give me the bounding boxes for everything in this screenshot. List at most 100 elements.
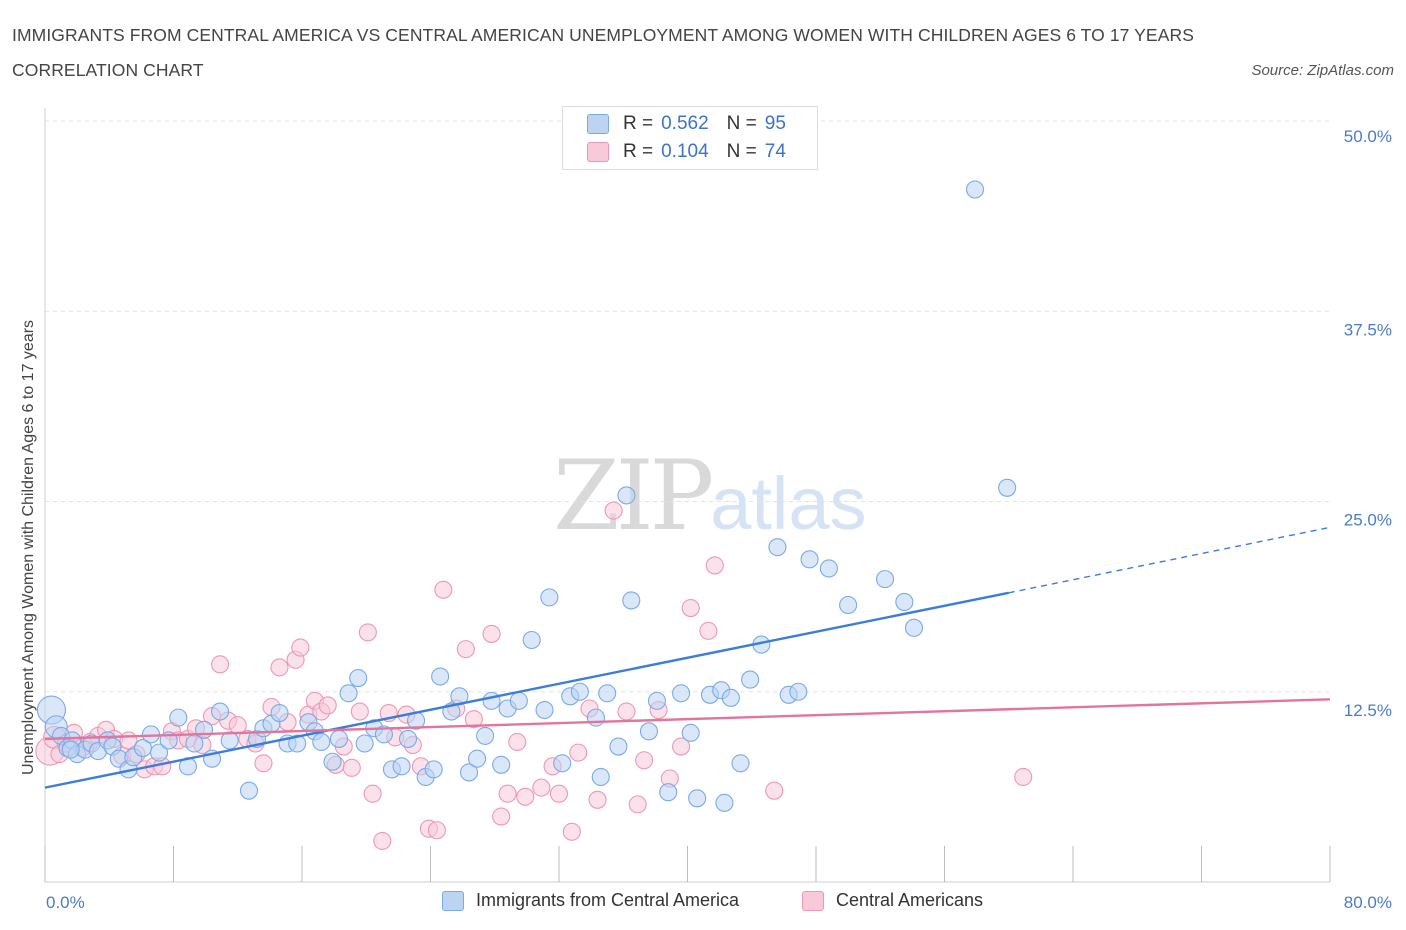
y-tick-label: 25.0% — [1344, 511, 1392, 530]
data-point — [699, 621, 718, 640]
legend-swatch-blue — [587, 114, 609, 134]
data-point — [617, 486, 636, 505]
data-point — [617, 702, 636, 721]
legend-r-value: 0.104 — [661, 141, 709, 162]
data-point — [721, 688, 740, 707]
watermark-atlas: atlas — [710, 462, 867, 545]
data-point — [876, 570, 895, 589]
data-point — [363, 784, 382, 803]
data-point — [628, 795, 647, 814]
series-legend: Immigrants from Central America Central … — [0, 888, 1406, 916]
data-point — [569, 743, 588, 762]
trend-line-immigrants-extension — [1008, 526, 1331, 594]
data-point — [622, 591, 641, 610]
data-point — [270, 704, 289, 723]
data-point — [681, 598, 700, 618]
data-point — [498, 784, 517, 803]
data-point — [895, 592, 914, 612]
data-point — [424, 760, 443, 779]
data-point — [61, 740, 80, 759]
chart-source: Source: ZipAtlas.com — [1251, 62, 1394, 79]
data-point — [482, 624, 501, 643]
x-tick-label: 80.0% — [1344, 893, 1392, 912]
data-point — [570, 682, 589, 701]
data-point — [604, 501, 623, 520]
data-point — [149, 743, 169, 762]
data-point — [532, 778, 551, 797]
legend-n-label: N = — [726, 113, 757, 134]
y-tick-label: 12.5% — [1344, 701, 1392, 720]
y-tick-label: 50.0% — [1344, 127, 1392, 146]
series-central-americans — [35, 501, 1033, 850]
data-point — [358, 623, 377, 642]
data-point — [715, 793, 734, 812]
data-point — [647, 691, 667, 710]
data-point — [323, 752, 342, 771]
legend-n-value: 74 — [764, 141, 786, 162]
data-point — [431, 667, 450, 686]
legend-item-immigrants: Immigrants from Central America — [442, 890, 739, 911]
data-point — [522, 630, 541, 650]
data-point — [598, 684, 617, 703]
data-point — [800, 550, 819, 569]
legend-n-label: N = — [726, 141, 757, 162]
chart-title: IMMIGRANTS FROM CENTRAL AMERICA VS CENTR… — [12, 25, 1194, 80]
data-point — [688, 789, 707, 808]
legend-row-pink: R = 0.104 N = 74 — [587, 140, 786, 164]
legend-label-central-americans: Central Americans — [836, 890, 984, 910]
legend-r-value: 0.562 — [661, 113, 709, 134]
tick-labels: 12.5% 25.0% 37.5% 50.0% 0.0% 80.0% — [46, 127, 1392, 912]
data-point — [288, 734, 307, 753]
data-point — [562, 822, 581, 841]
data-point — [468, 749, 487, 768]
data-point — [705, 556, 724, 575]
data-point — [291, 638, 310, 657]
legend-r-label: R = — [623, 141, 654, 162]
data-point — [169, 708, 188, 727]
data-point — [350, 702, 369, 721]
legend-swatch-pink — [802, 890, 824, 911]
data-point — [459, 763, 479, 782]
data-point — [270, 658, 289, 677]
x-tick-label: 0.0% — [46, 893, 85, 912]
data-point — [741, 670, 760, 689]
data-point — [318, 696, 337, 715]
data-point — [731, 754, 750, 773]
legend-swatch-blue — [442, 890, 464, 911]
data-point — [819, 559, 838, 578]
data-point — [456, 640, 475, 659]
data-point — [398, 729, 418, 748]
data-point — [373, 831, 392, 850]
data-point — [427, 821, 446, 840]
y-tick-label: 37.5% — [1344, 320, 1392, 339]
data-point — [476, 726, 495, 745]
data-point — [239, 781, 259, 800]
data-point — [464, 710, 483, 729]
data-point — [659, 783, 678, 802]
data-point — [349, 669, 368, 688]
data-point — [211, 655, 230, 674]
data-point — [492, 807, 511, 826]
data-point — [492, 755, 511, 774]
data-point — [549, 784, 569, 803]
trend-lines — [44, 526, 1331, 789]
data-point — [355, 734, 374, 753]
data-point — [342, 758, 361, 777]
data-point — [586, 708, 605, 727]
data-point — [1014, 767, 1033, 787]
correlation-legend: R = 0.562 N = 95 R = 0.104 N = 74 — [562, 106, 818, 170]
data-point — [553, 754, 572, 773]
data-point — [965, 180, 985, 199]
trend-line-central-americans — [44, 698, 1331, 741]
legend-r-label: R = — [623, 113, 654, 134]
legend-n-value: 95 — [764, 113, 786, 134]
data-point — [768, 538, 787, 557]
trend-line-immigrants — [44, 591, 1009, 789]
data-point — [609, 737, 628, 756]
data-point — [516, 787, 535, 806]
data-point — [329, 729, 348, 748]
data-point — [374, 725, 393, 744]
data-point — [672, 684, 691, 703]
data-point — [220, 731, 239, 750]
